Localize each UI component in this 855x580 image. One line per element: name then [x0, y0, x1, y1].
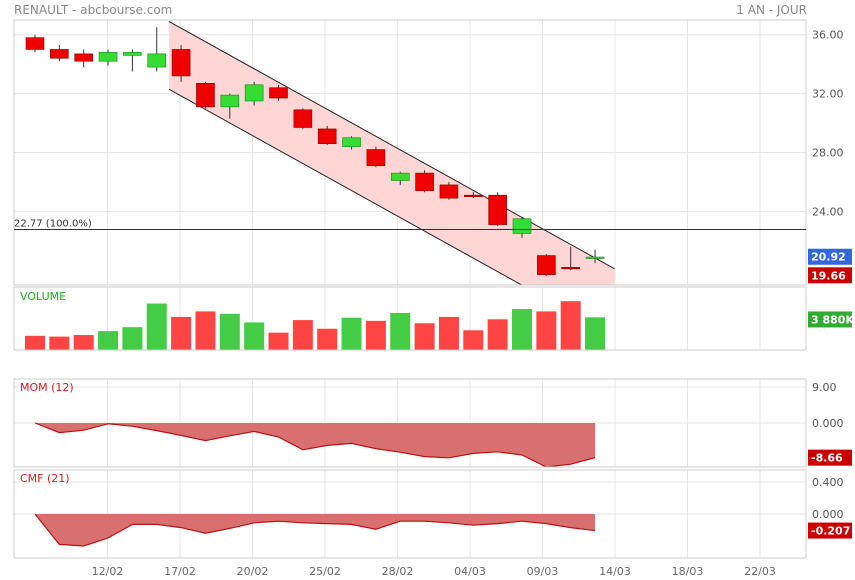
volume-bar — [341, 317, 362, 350]
volume-bar — [536, 311, 557, 350]
candle-body — [269, 87, 288, 99]
volume-last-badge-bg — [808, 311, 852, 328]
panel-frame — [13, 469, 807, 559]
cmf-fill — [35, 514, 596, 546]
volume-bar — [292, 320, 313, 350]
volume-bar — [463, 330, 484, 350]
volume-bar — [171, 316, 192, 350]
cmf-y-tick: 0.400 — [812, 476, 844, 489]
x-tick-label: 22/03 — [744, 565, 776, 578]
volume-bar — [25, 335, 45, 350]
momentum-label: MOM (12) — [20, 381, 74, 394]
volume-label: VOLUME — [20, 290, 66, 303]
candle-body — [488, 194, 507, 225]
mom-y-tick: 0.000 — [812, 417, 844, 430]
candle-body — [123, 52, 142, 56]
price-y-tick: 36.00 — [812, 29, 844, 42]
candle-body — [25, 37, 45, 50]
momentum-area — [34, 422, 596, 468]
volume-bar — [585, 317, 606, 350]
volume-bar — [244, 322, 265, 350]
volume-bar — [365, 320, 386, 350]
candle-body — [537, 255, 556, 275]
price-y-tick: 32.00 — [812, 88, 844, 101]
candle-body — [147, 53, 167, 68]
volume-bar — [560, 301, 581, 350]
panel-frame — [13, 19, 807, 286]
volume-bar — [73, 335, 94, 350]
candle-body — [74, 53, 93, 62]
candle-body — [366, 149, 386, 167]
volume-last-badge: 3 880K — [811, 313, 854, 326]
prev-close-badge-bg — [808, 248, 852, 265]
volume-bar — [390, 312, 411, 350]
candle-body — [171, 49, 191, 77]
candle-body — [196, 83, 215, 108]
volume-bar — [268, 332, 289, 350]
chart-title: RENAULT - abcbourse.com — [14, 3, 173, 17]
candle-body — [342, 137, 361, 147]
candle-body — [585, 256, 605, 259]
candle-body — [561, 267, 581, 270]
cmf-last-badge: -0.207 — [811, 525, 850, 538]
volume-bar — [414, 323, 435, 350]
x-tick-label: 14/03 — [599, 565, 631, 578]
x-tick-label: 20/02 — [237, 565, 269, 578]
price-y-tick: 24.00 — [812, 205, 844, 218]
volume-bar — [98, 331, 119, 350]
candle-body — [390, 172, 410, 181]
x-tick-label: 12/02 — [92, 565, 124, 578]
period-label[interactable]: 1 AN - JOUR — [736, 3, 807, 17]
candle-body — [98, 52, 118, 62]
prev-close-badge: 20.92 — [811, 251, 846, 264]
volume-bar — [49, 336, 70, 350]
panel-frame — [13, 286, 807, 351]
candle-body — [317, 128, 337, 144]
volume-bar — [438, 316, 459, 350]
cmf-label: CMF (21) — [20, 472, 70, 485]
x-tick-label: 09/03 — [527, 565, 559, 578]
volume-bar — [122, 327, 143, 350]
mom-y-tick: 9.00 — [812, 381, 837, 394]
grid-lines — [14, 20, 806, 558]
cmf-y-tick: 0.000 — [812, 508, 844, 521]
price-y-tick: 28.00 — [812, 147, 844, 160]
candle-body — [415, 172, 434, 192]
candle-body — [220, 94, 240, 108]
momentum-line — [34, 422, 596, 468]
x-tick-label: 25/02 — [309, 565, 341, 578]
volume-bar — [195, 311, 216, 350]
channel-lower-line — [168, 88, 523, 285]
x-tick-label: 18/03 — [672, 565, 704, 578]
last-close-badge: 19.66 — [811, 269, 846, 282]
volume-bar — [487, 319, 508, 350]
candle-body — [244, 84, 264, 102]
candle-body — [512, 218, 532, 234]
volume-bars — [25, 301, 606, 350]
cmf-line — [34, 513, 596, 547]
cmf-last-badge-bg — [808, 522, 852, 539]
candle-body — [293, 109, 313, 128]
candle-body — [439, 184, 459, 199]
panel-frame — [13, 378, 807, 468]
momentum-fill — [35, 423, 596, 467]
x-tick-label: 28/02 — [382, 565, 414, 578]
x-tick-label: 04/03 — [454, 565, 486, 578]
last-close-badge-bg — [808, 267, 852, 284]
volume-bar — [317, 328, 338, 350]
x-tick-label: 17/02 — [164, 565, 196, 578]
volume-bar — [219, 313, 240, 350]
volume-bar — [512, 309, 532, 350]
cmf-area — [34, 513, 596, 547]
volume-bar — [146, 303, 167, 350]
channel-upper-line — [168, 21, 615, 270]
candle-body — [50, 49, 69, 59]
reference-label: 22.77 (100.0%) — [14, 218, 92, 229]
panel-frames — [13, 19, 807, 559]
axis-labels: 12/02 17/02 20/02 25/02 28/02 04/03 09/03 14/03… — [14, 29, 854, 578]
candle-body — [463, 194, 483, 197]
momentum-last-badge: -8.66 — [811, 452, 843, 465]
momentum-last-badge-bg — [808, 449, 852, 466]
